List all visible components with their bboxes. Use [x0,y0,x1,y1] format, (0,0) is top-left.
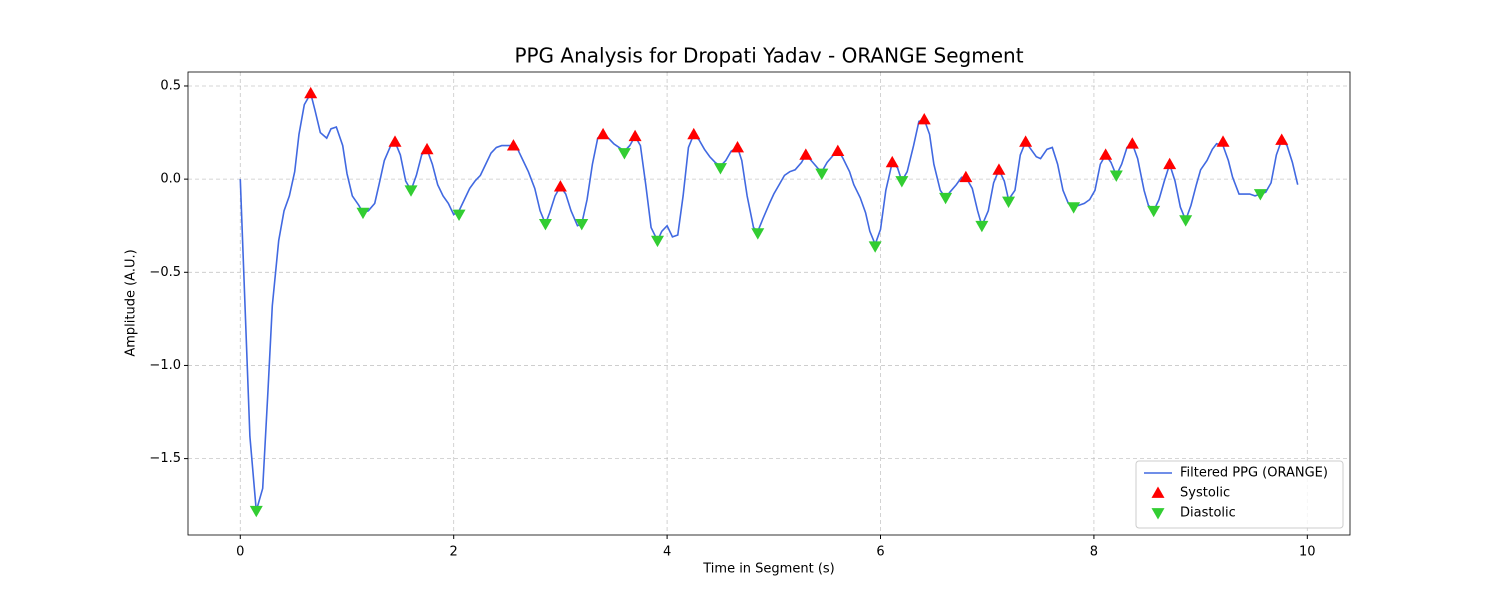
y-tick-label: 0.0 [160,172,181,187]
x-tick-label: 2 [450,545,458,560]
diastolic-marker [356,207,370,220]
legend-label: Filtered PPG (ORANGE) [1180,466,1328,481]
x-tick-label: 4 [663,545,671,560]
x-tick-label: 10 [1299,545,1316,560]
diastolic-marker [452,209,466,222]
diastolic-marker [939,192,953,205]
diastolic-marker [1147,205,1161,218]
legend-box [1135,460,1344,529]
diastolic-marker [249,505,263,518]
ppg-line [239,91,1299,511]
diastolic-marker [575,218,589,231]
diastolic-marker [538,218,552,231]
diastolic-marker [751,228,765,240]
diastolic-marker [895,176,909,188]
y-tick-label: 0.5 [160,78,181,93]
systolic-marker [304,86,318,99]
legend-swatch [1151,508,1165,520]
chart-title: PPG Analysis for Dropati Yadav - ORANGE … [514,44,1023,68]
diastolic-marker [713,163,727,175]
y-tick-label: −1.5 [149,451,181,466]
systolic-marker [1163,157,1177,170]
systolic-marker [1275,133,1289,145]
diastolic-marker [404,185,418,197]
diastolic-marker [1002,196,1016,208]
systolic-marker [731,140,745,153]
y-tick-label: −1.0 [149,358,181,373]
systolic-marker [388,135,402,147]
systolic-marker [992,163,1006,175]
diastolic-marker [617,148,631,160]
systolic-marker [506,139,520,151]
diastolic-marker [868,241,882,253]
diastolic-marker [1067,202,1081,214]
systolic-marker [1019,135,1033,147]
systolic-marker [420,142,434,155]
x-tick-label: 0 [236,545,244,560]
systolic-marker [553,180,567,192]
diastolic-marker [1179,215,1193,227]
systolic-marker [1216,135,1230,147]
y-axis-label: Amplitude (A.U.) [124,249,139,356]
systolic-marker [628,129,642,142]
systolic-marker [831,144,845,157]
y-tick-label: −0.5 [149,265,181,280]
systolic-marker [687,127,701,140]
systolic-marker [1125,137,1139,149]
diastolic-marker [1109,170,1123,182]
systolic-marker [959,170,973,183]
systolic-marker [799,148,813,160]
diastolic-marker [975,220,989,233]
systolic-marker [917,113,931,125]
legend-swatch [1151,486,1165,498]
diastolic-marker [650,235,664,248]
diastolic-marker [1253,189,1267,201]
plot-frame [187,71,1351,536]
systolic-marker [596,127,610,140]
x-tick-label: 6 [876,545,884,560]
systolic-marker [885,155,899,168]
systolic-marker [1099,148,1113,160]
x-axis-label: Time in Segment (s) [702,562,834,577]
x-tick-label: 8 [1090,545,1098,560]
legend-label: Diastolic [1180,506,1236,521]
legend-label: Systolic [1180,486,1230,501]
diastolic-marker [815,168,829,181]
